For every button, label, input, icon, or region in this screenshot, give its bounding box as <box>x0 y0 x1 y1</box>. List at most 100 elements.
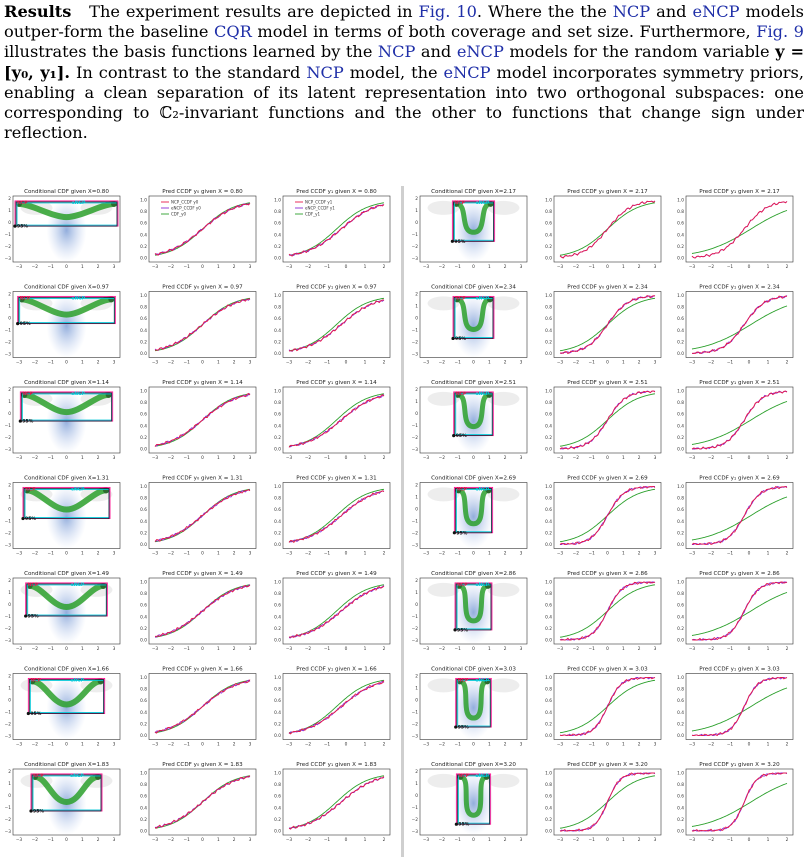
y-tick-label: 1.0 <box>274 293 281 299</box>
x-tick-label: 0 <box>472 455 475 461</box>
ncp-label: NCP <box>30 677 41 683</box>
y-tick-label: 0.8 <box>677 305 684 311</box>
fig9-link[interactable]: Fig. 9 <box>756 22 804 42</box>
x-tick-label: −2 <box>32 455 39 461</box>
ncp-link[interactable]: NCP <box>612 2 651 21</box>
ncp-link-2[interactable]: NCP <box>377 42 416 62</box>
y-tick-label: −3 <box>412 829 419 835</box>
x-tick-label: −2 <box>305 264 312 270</box>
curve-end-point <box>455 487 462 494</box>
x-tick-label: −1 <box>588 551 595 557</box>
y-tick-label: −1 <box>412 423 419 429</box>
y-tick-label: 0.2 <box>140 530 147 536</box>
panel-title: Pred CCDF y₀ given X = 1.31 <box>162 476 243 482</box>
curve-end-point <box>21 391 28 398</box>
y-tick-label: 0.0 <box>274 542 281 548</box>
x-tick-label: −2 <box>305 646 312 652</box>
x-tick-label: 0 <box>472 837 475 843</box>
x-tick-label: 3 <box>520 264 523 270</box>
y-tick-label: 1.0 <box>545 389 552 395</box>
y-tick-label: −3 <box>5 256 12 262</box>
encp-label: eNCP <box>475 486 489 492</box>
plot-frame <box>685 768 794 836</box>
conditional-cdf-panel <box>419 673 528 740</box>
x-tick-label: −3 <box>689 264 696 270</box>
panel-title: Pred CCDF y₁ given X = 2.86 <box>699 571 780 577</box>
x-tick-label: −2 <box>32 551 39 557</box>
y-tick-label: −1 <box>5 423 12 429</box>
x-tick-label: 1 <box>767 646 770 652</box>
cqr-link[interactable]: CQR <box>213 22 252 42</box>
encp-link-3[interactable]: eNCP <box>443 62 491 82</box>
true-cdf-line <box>691 782 788 827</box>
encp-link[interactable]: eNCP <box>692 2 740 21</box>
ncp-label: NCP <box>33 773 44 779</box>
ccdf-y0-panel <box>553 386 662 454</box>
x-tick-label: 2 <box>786 646 789 652</box>
ncp-line <box>154 775 251 829</box>
x-tick-label: 1 <box>364 837 367 843</box>
y-tick-label: −3 <box>412 256 419 262</box>
coverage-label: 95% <box>456 433 467 439</box>
ncp-link-3[interactable]: NCP <box>306 62 344 82</box>
x-tick-label: 1 <box>622 264 625 270</box>
coverage-box <box>454 392 493 436</box>
y-tick-label: 0.4 <box>545 328 552 334</box>
coverage-box <box>454 488 493 534</box>
x-tick-label: 3 <box>520 742 523 748</box>
encp-link-2[interactable]: eNCP <box>456 42 504 62</box>
coverage-label: 95% <box>33 809 44 815</box>
x-tick-label: 0 <box>65 742 68 748</box>
coverage-point <box>24 614 28 618</box>
x-tick-label: −2 <box>573 360 580 366</box>
x-tick-label: 1 <box>488 360 491 366</box>
fig10-link[interactable]: Fig. 10 <box>418 2 477 21</box>
y-tick-label: 0 <box>8 220 11 226</box>
x-tick-label: −2 <box>32 742 39 748</box>
x-tick-label: −2 <box>708 742 715 748</box>
x-tick-label: −2 <box>305 837 312 843</box>
y-tick-label: 0.6 <box>545 794 552 800</box>
x-tick-label: −3 <box>557 455 564 461</box>
panel-title: Conditional CDF given X=1.31 <box>24 476 109 482</box>
x-tick-label: 0 <box>65 551 68 557</box>
x-tick-label: 2 <box>383 646 386 652</box>
encp-label: eNCP <box>475 582 489 588</box>
distribution-cloud <box>46 484 87 549</box>
x-tick-label: −3 <box>152 360 159 366</box>
conditional-cdf-panel <box>12 386 121 454</box>
x-tick-label: 2 <box>786 551 789 557</box>
y-tick-label: 0.0 <box>274 638 281 644</box>
curve-end-point <box>105 391 112 398</box>
ncp-label: NCP <box>17 200 28 206</box>
y-tick-label: 1 <box>415 304 418 310</box>
x-tick-label: 0 <box>472 551 475 557</box>
ccdf-y1-panel <box>282 577 391 645</box>
x-tick-label: 2 <box>383 455 386 461</box>
x-tick-label: 2 <box>504 360 507 366</box>
ccdf-y0-panel <box>148 577 257 645</box>
x-tick-label: 0 <box>748 264 751 270</box>
x-tick-label: −1 <box>588 455 595 461</box>
y-tick-label: 0.2 <box>274 721 281 727</box>
x-tick-label: −2 <box>573 264 580 270</box>
y-tick-label: 0.4 <box>545 710 552 716</box>
ncp-line <box>288 776 385 830</box>
encp-line <box>154 584 251 638</box>
x-tick-label: −1 <box>324 837 331 843</box>
conditional-cdf-panel <box>419 482 528 549</box>
x-tick-label: −2 <box>168 551 175 557</box>
coverage-point <box>18 419 22 423</box>
x-tick-label: 3 <box>654 455 657 461</box>
x-tick-label: 1 <box>217 837 220 843</box>
conditional-cdf-panel <box>12 195 121 263</box>
ncp-line <box>559 390 656 450</box>
curve-end-point <box>454 391 461 398</box>
x-tick-label: −1 <box>183 360 190 366</box>
curve-end-point <box>29 678 36 685</box>
side-cloud <box>427 391 460 406</box>
x-tick-label: −3 <box>557 646 564 652</box>
y-tick-label: 0.8 <box>140 400 147 406</box>
panel-title: Pred CCDF y₀ given X = 2.51 <box>567 380 648 386</box>
legend-label: CDF_y1 <box>305 212 321 217</box>
